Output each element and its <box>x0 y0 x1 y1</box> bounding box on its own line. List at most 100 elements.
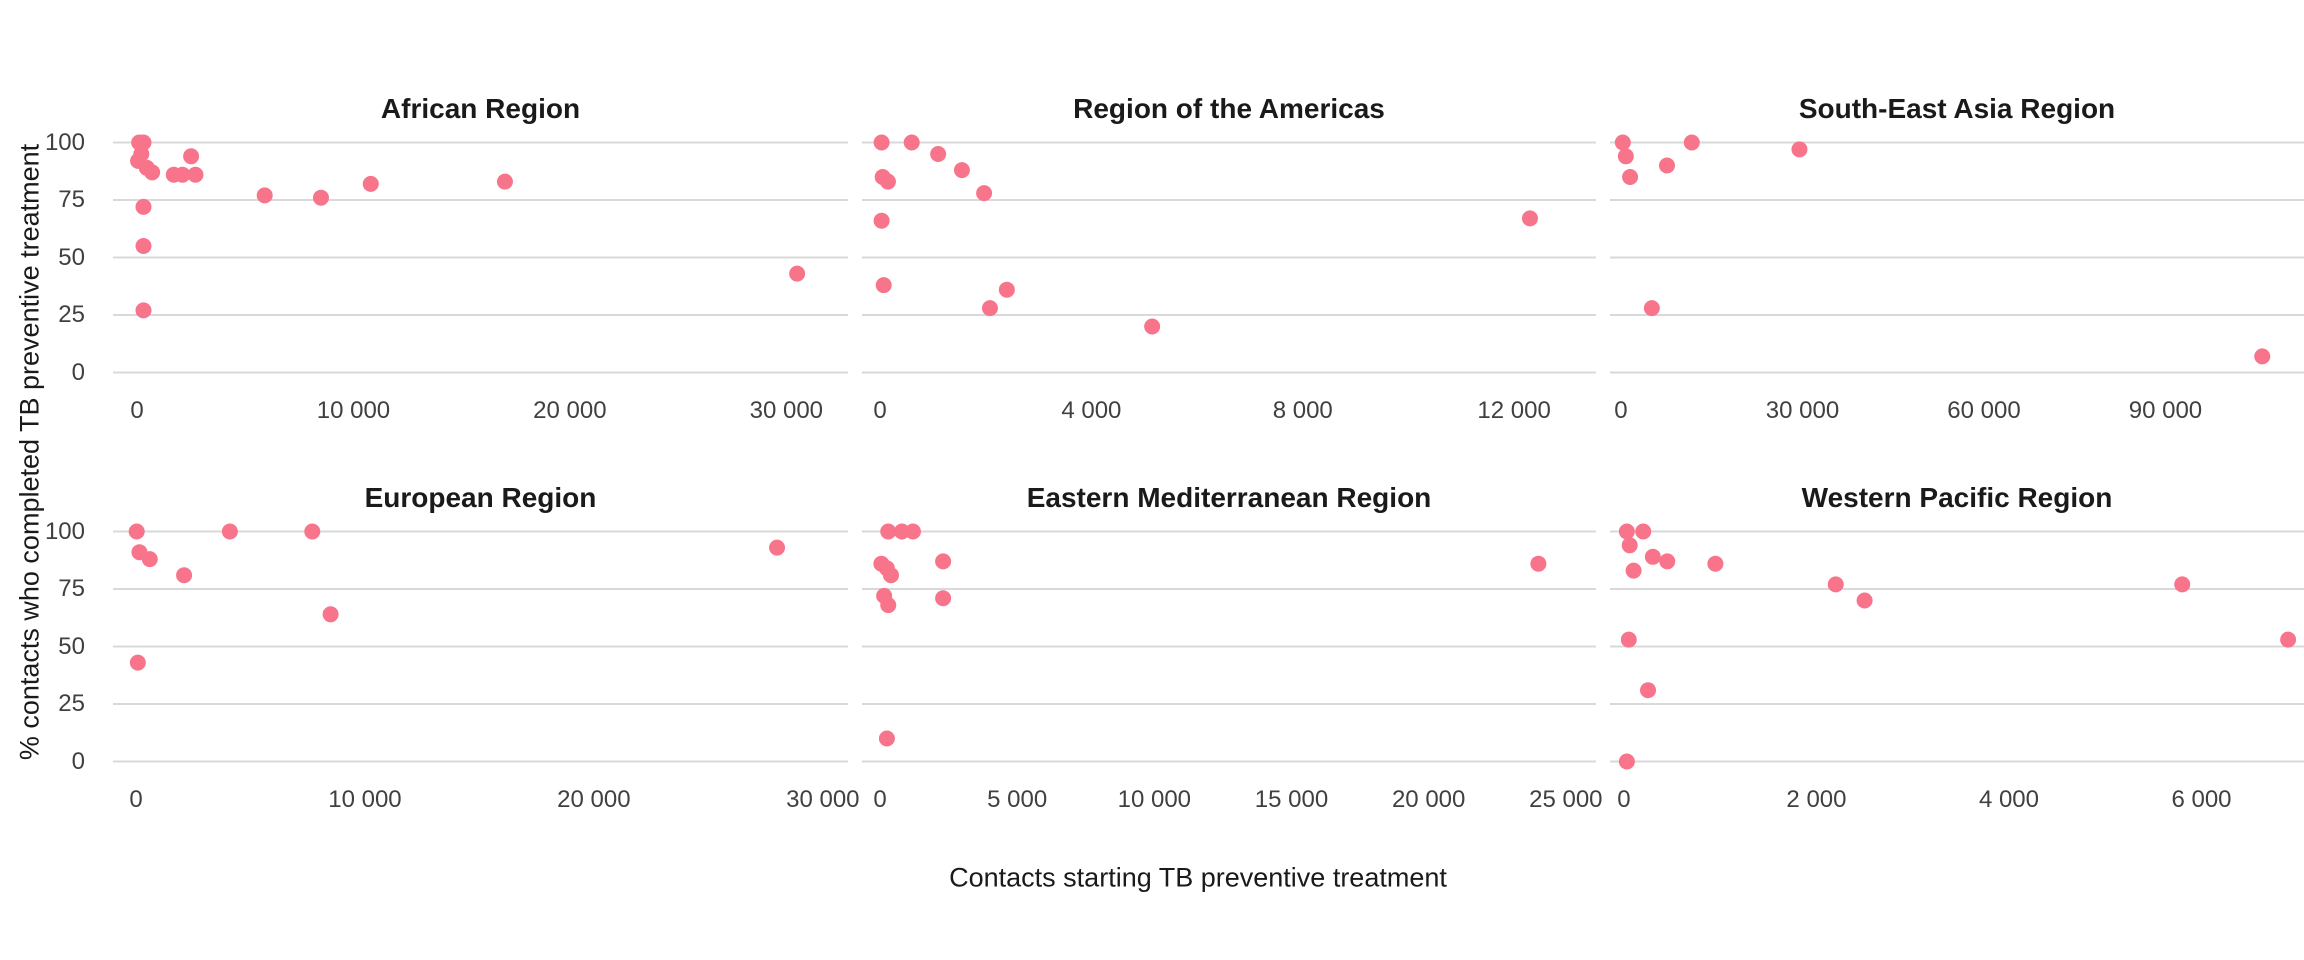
data-point <box>893 523 910 540</box>
x-tick-label: 10 000 <box>1117 786 1192 813</box>
data-point <box>1659 553 1676 570</box>
data-point <box>1618 523 1635 540</box>
data-point <box>880 523 897 540</box>
x-tick-label: 6 000 <box>2171 786 2232 813</box>
y-tick-label: 25 <box>58 301 85 328</box>
data-point <box>1614 134 1631 151</box>
data-point <box>935 553 952 570</box>
x-tick-label: 0 <box>1614 397 1628 424</box>
x-tick-label: 15 000 <box>1254 786 1329 813</box>
data-point <box>953 162 970 179</box>
data-point <box>1707 555 1724 572</box>
data-point <box>882 567 899 584</box>
x-tick-label: 0 <box>130 397 144 424</box>
data-point <box>322 606 339 623</box>
x-tick-label: 0 <box>873 786 887 813</box>
data-point <box>128 523 145 540</box>
x-tick-label: 25 000 <box>1529 786 1603 813</box>
data-point <box>183 148 200 165</box>
data-point <box>878 730 895 747</box>
y-tick-label: 75 <box>58 186 85 213</box>
facet-title: African Region <box>380 93 581 124</box>
x-tick-label: 60 000 <box>1947 397 2021 424</box>
facet-plot <box>1610 134 2304 374</box>
data-point <box>981 300 998 317</box>
x-tick-label: 4 000 <box>1061 397 1122 424</box>
x-tick-label: 2 000 <box>1786 786 1847 813</box>
x-tick-label: 90 000 <box>2128 397 2203 424</box>
facet-title: European Region <box>364 482 597 513</box>
x-tick-label: 12 000 <box>1477 397 1551 424</box>
x-tick-label: 20 000 <box>1391 786 1466 813</box>
data-point <box>789 265 806 282</box>
x-tick-label: 0 <box>129 786 143 813</box>
facet-plot <box>862 134 1596 374</box>
facet-title: Region of the Americas <box>1073 93 1385 124</box>
x-tick-label: 30 000 <box>1765 397 1840 424</box>
x-tick-label: 8 000 <box>1272 397 1333 424</box>
data-point <box>875 277 892 294</box>
x-tick-label: 5 000 <box>987 786 1048 813</box>
data-point <box>256 187 273 204</box>
data-point <box>904 523 921 540</box>
data-point <box>1618 753 1635 770</box>
y-tick-label: 50 <box>58 632 85 660</box>
x-tick-label: 30 000 <box>786 786 860 813</box>
data-point <box>1621 537 1638 554</box>
facet-title: Western Pacific Region <box>1801 482 2113 513</box>
facet-title: South-East Asia Region <box>1798 93 2116 124</box>
y-tick-label: 100 <box>44 128 85 156</box>
data-point <box>496 173 513 190</box>
x-tick-label: 20 000 <box>557 786 631 813</box>
x-tick-label: 0 <box>873 397 887 424</box>
y-tick-label: 0 <box>71 747 85 775</box>
y-axis-title: % contacts who completed TB preventive t… <box>14 143 45 761</box>
x-tick-label: 10 000 <box>328 786 402 813</box>
facet-title: Eastern Mediterranean Region <box>1026 482 1432 513</box>
data-point <box>873 134 890 151</box>
data-point <box>976 185 993 202</box>
data-point <box>135 238 152 254</box>
data-point <box>362 175 379 192</box>
x-tick-label: 30 000 <box>749 397 824 424</box>
data-point <box>187 166 204 183</box>
data-point <box>930 146 947 162</box>
y-tick-label: 0 <box>71 358 85 386</box>
data-point <box>1827 576 1844 593</box>
data-point <box>1640 682 1657 699</box>
data-point <box>1643 300 1660 317</box>
facet-plot <box>862 523 1596 763</box>
x-tick-label: 4 000 <box>1978 786 2039 813</box>
data-point <box>1625 562 1642 579</box>
data-point <box>304 523 321 540</box>
facet-plot <box>1610 523 2304 770</box>
y-tick-label: 75 <box>58 575 85 602</box>
y-tick-label: 25 <box>58 690 85 717</box>
data-point <box>880 597 897 614</box>
data-point <box>144 164 161 181</box>
data-point <box>129 654 146 671</box>
x-tick-label: 0 <box>1617 786 1631 813</box>
data-point <box>769 539 786 556</box>
data-point <box>1635 523 1652 540</box>
x-tick-label: 20 000 <box>533 397 607 424</box>
data-point <box>221 523 238 540</box>
data-point <box>1644 548 1661 565</box>
data-point <box>1617 148 1634 165</box>
data-point <box>998 281 1015 298</box>
data-point <box>1530 555 1547 572</box>
data-point <box>135 198 152 215</box>
y-tick-label: 100 <box>44 517 85 545</box>
data-point <box>1620 631 1637 648</box>
data-point <box>873 212 890 229</box>
x-tick-label: 10 000 <box>316 397 391 424</box>
data-point <box>2254 348 2271 365</box>
data-point <box>176 567 193 584</box>
data-point <box>1521 210 1538 227</box>
data-point <box>935 590 952 607</box>
data-point <box>879 173 896 190</box>
facet-plot <box>113 523 848 763</box>
x-axis-title: Contacts starting TB preventive treatmen… <box>949 862 1447 893</box>
data-point <box>135 302 152 319</box>
